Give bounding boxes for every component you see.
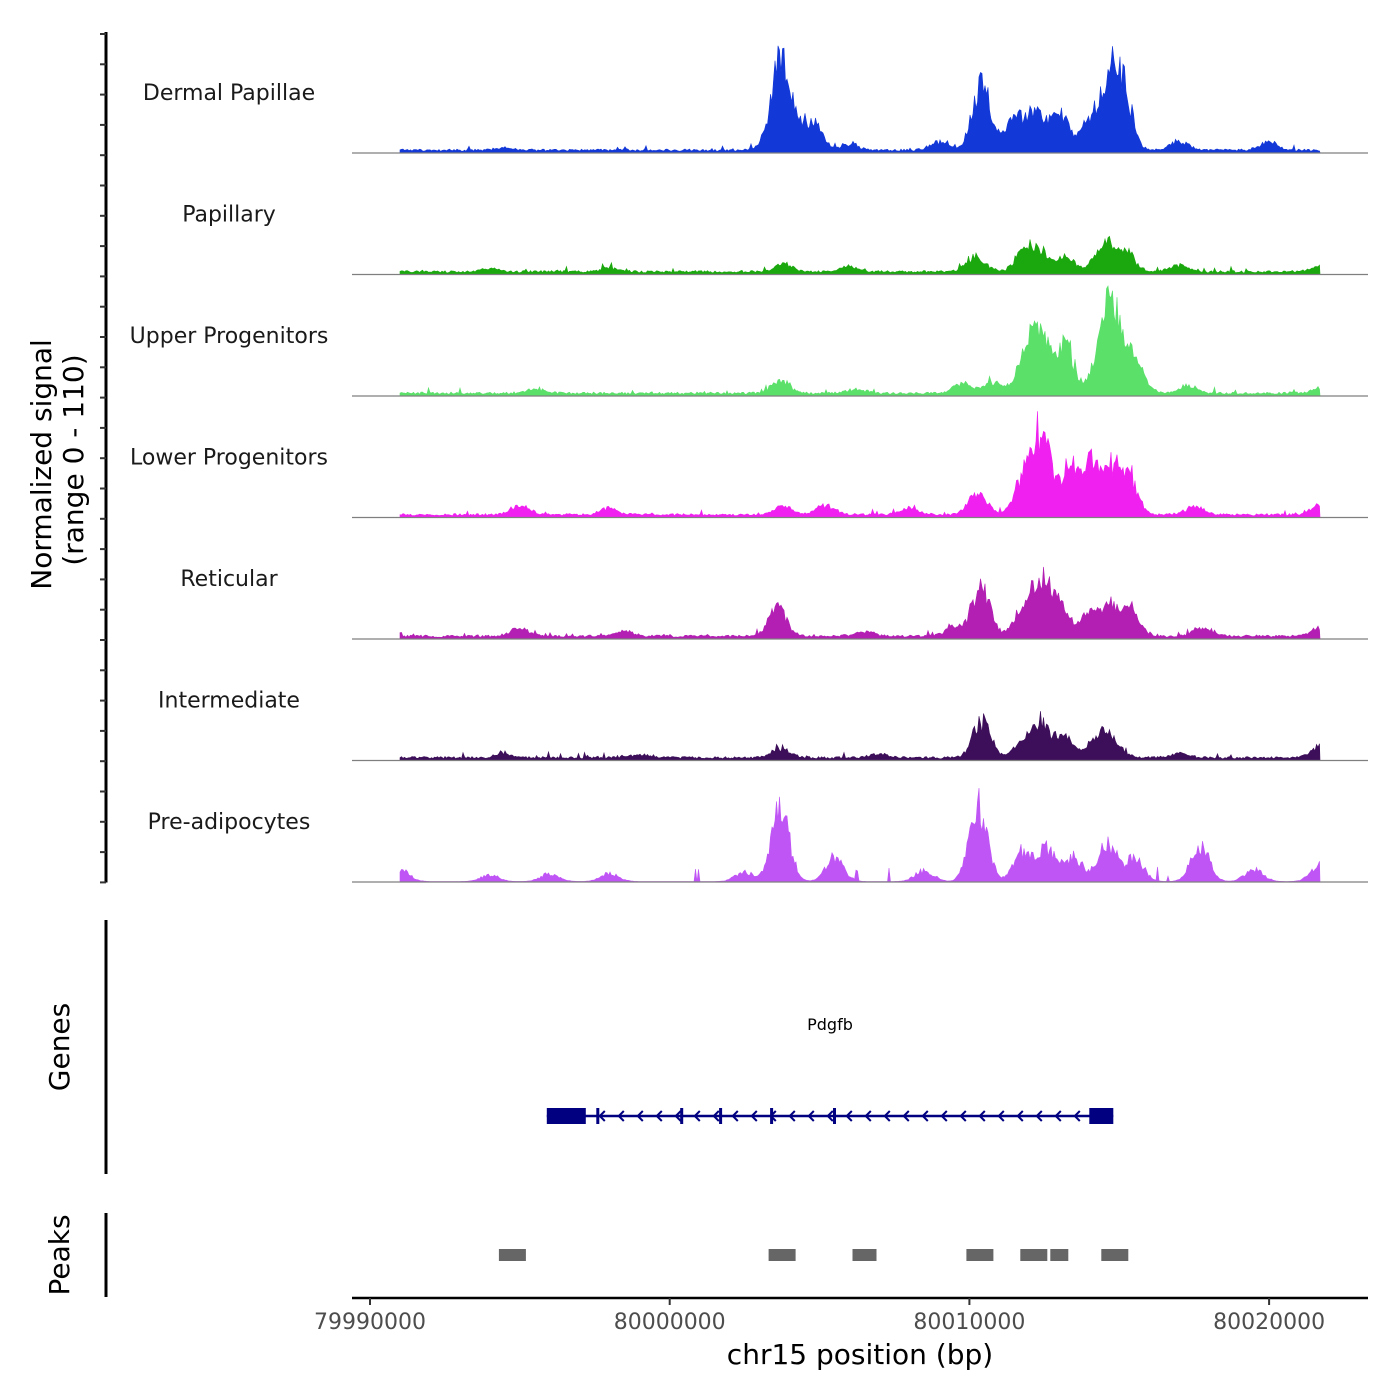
coverage-area [399, 566, 1321, 639]
gene-exon [1089, 1108, 1114, 1124]
strand-arrow [617, 1110, 625, 1122]
strand-arrow [769, 1110, 777, 1122]
strand-arrow [902, 1110, 910, 1122]
peak-region [1101, 1249, 1129, 1261]
strand-arrow [807, 1110, 815, 1122]
coverage-area [399, 235, 1321, 275]
strand-arrow [883, 1110, 891, 1122]
gene-name-label: Pdgfb [807, 1015, 853, 1034]
strand-arrow [598, 1110, 606, 1122]
track-label: Dermal Papillae [143, 81, 315, 106]
coverage-area [399, 411, 1321, 518]
coverage-track: Lower Progenitors [130, 411, 1368, 519]
strand-arrow [826, 1110, 834, 1122]
coverage-area [399, 45, 1321, 153]
x-axis-title: chr15 position (bp) [727, 1338, 993, 1371]
strand-arrow [864, 1110, 872, 1122]
y-axis-title-line2: (range 0 - 110) [57, 354, 90, 565]
strand-arrow [959, 1110, 967, 1122]
track-label: Upper Progenitors [130, 324, 329, 349]
gene-exon [596, 1108, 600, 1124]
x-tick-label: 80000000 [614, 1310, 726, 1335]
coverage-track: Reticular [180, 566, 1368, 640]
peak-region [768, 1249, 796, 1261]
peak-track [498, 1249, 1129, 1261]
x-tick-label: 79990000 [314, 1310, 426, 1335]
x-tick-label: 80020000 [1213, 1310, 1325, 1335]
coverage-track: Intermediate [158, 689, 1368, 762]
track-label: Lower Progenitors [130, 446, 328, 471]
gene-track: Pdgfb [546, 1015, 1114, 1124]
strand-arrow [750, 1110, 758, 1122]
strand-arrow [674, 1110, 682, 1122]
coverage-track: Upper Progenitors [130, 285, 1368, 397]
strand-arrow [845, 1110, 853, 1122]
track-label: Pre-adipocytes [148, 810, 311, 835]
strand-arrow [636, 1110, 644, 1122]
coverage-tracks: Dermal Papillae Papillary Upper Progenitor… [130, 45, 1368, 883]
gene-exon [680, 1108, 684, 1124]
x-axis: 79990000 80000000 80010000 80020000 [314, 1298, 1325, 1335]
coverage-track: Papillary [182, 203, 1368, 276]
strand-arrow [1054, 1110, 1062, 1122]
gene-exon [719, 1108, 723, 1124]
y-axis-title-line1: Normalized signal [25, 339, 58, 590]
track-label: Reticular [180, 567, 278, 592]
peak-region [1050, 1249, 1069, 1261]
track-label: Intermediate [158, 689, 300, 714]
peak-region [498, 1249, 526, 1261]
strand-arrow [1016, 1110, 1024, 1122]
coverage-track: Dermal Papillae [143, 45, 1368, 154]
genes-panel-label: Genes [43, 1003, 76, 1091]
strand-arrow [788, 1110, 796, 1122]
x-tick-label: 80010000 [913, 1310, 1025, 1335]
strand-arrow [921, 1110, 929, 1122]
strand-arrow [712, 1110, 720, 1122]
coverage-track: Pre-adipocytes [148, 787, 1368, 883]
strand-arrow [940, 1110, 948, 1122]
strand-arrow [655, 1110, 663, 1122]
peak-region [966, 1249, 994, 1261]
strand-arrow [1073, 1110, 1081, 1122]
peaks-panel-label: Peaks [43, 1214, 76, 1295]
gene-model: Pdgfb [546, 1015, 1114, 1124]
gene-exon [833, 1108, 836, 1124]
coverage-area [399, 787, 1321, 882]
gene-exon [546, 1108, 586, 1124]
strand-arrow [1035, 1110, 1043, 1122]
strand-arrow [731, 1110, 739, 1122]
peak-region [1020, 1249, 1048, 1261]
strand-arrow [693, 1110, 701, 1122]
strand-arrow [978, 1110, 986, 1122]
peak-region [852, 1249, 877, 1261]
y-axis-title: Normalized signal (range 0 - 110) [25, 330, 90, 589]
track-label: Papillary [182, 203, 276, 228]
coverage-area [399, 711, 1321, 761]
coverage-area [399, 285, 1321, 396]
coverage-y-axis [100, 32, 108, 884]
strand-arrow [997, 1110, 1005, 1122]
